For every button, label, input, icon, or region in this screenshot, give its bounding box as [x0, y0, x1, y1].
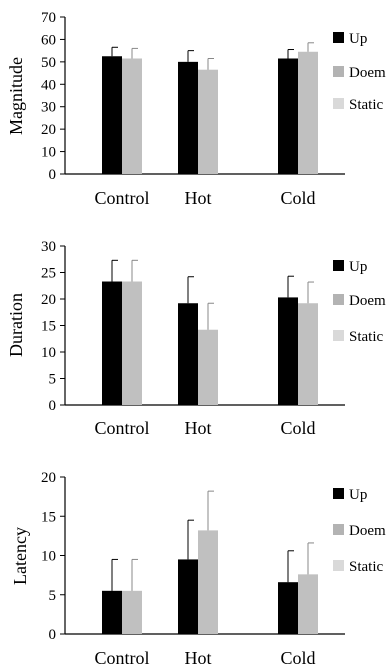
bar-up-cold	[278, 58, 298, 174]
legend-swatch-doem	[333, 524, 344, 535]
category-label: Control	[94, 648, 149, 668]
category-label: Hot	[185, 418, 212, 438]
y-tick-label: 25	[41, 266, 56, 282]
y-tick-label: 20	[41, 470, 56, 486]
y-tick-label: 5	[49, 588, 57, 604]
y-tick-label: 0	[49, 398, 57, 414]
y-tick-label: 10	[41, 549, 56, 565]
bar-up-control	[102, 590, 122, 634]
bar-doem-control	[122, 58, 142, 174]
legend-label-doem: Doem	[349, 65, 386, 81]
category-label: Cold	[280, 188, 315, 208]
y-tick-label: 5	[49, 372, 57, 388]
y-tick-label: 50	[41, 55, 56, 71]
y-tick-label: 20	[41, 292, 56, 308]
category-label: Control	[94, 188, 149, 208]
legend-label-doem: Doem	[349, 523, 386, 539]
y-tick-label: 30	[41, 100, 56, 116]
category-label: Hot	[185, 188, 212, 208]
chart-panel-1: 0 10 20 30 40 50 60 70 Magnitude Control Hot Cold Up…	[6, 10, 386, 208]
chart-panel-2: 0 5 10 15 20 25 30 Duration Control Hot Cold Up Doem…	[6, 239, 386, 438]
y-tick-label: 10	[41, 345, 56, 361]
bar-doem-hot	[198, 69, 218, 174]
y-tick-label: 40	[41, 77, 56, 93]
bar-up-hot	[178, 303, 198, 405]
legend-swatch-doem	[333, 66, 344, 77]
bar-up-control	[102, 281, 122, 405]
legend-swatch-static	[333, 330, 344, 341]
y-tick-label: 0	[49, 167, 57, 183]
bar-doem-hot	[198, 329, 218, 405]
bar-up-cold	[278, 297, 298, 405]
legend-label-up: Up	[349, 259, 367, 275]
bar-doem-hot	[198, 530, 218, 634]
bar-doem-cold	[298, 574, 318, 634]
legend-label-up: Up	[349, 31, 367, 47]
bar-up-cold	[278, 582, 298, 634]
category-label: Cold	[280, 648, 315, 668]
bar-doem-cold	[298, 51, 318, 175]
y-tick-label: 30	[41, 239, 56, 255]
legend-label-up: Up	[349, 487, 367, 503]
bar-up-hot	[178, 559, 198, 634]
legend-label-static: Static	[349, 329, 384, 345]
y-tick-label: 0	[49, 627, 57, 643]
y-tick-label: 10	[41, 145, 56, 161]
legend-label-static: Static	[349, 559, 384, 575]
y-tick-label: 70	[41, 10, 56, 26]
legend-swatch-static	[333, 560, 344, 571]
category-label: Hot	[185, 648, 212, 668]
legend-swatch-up	[333, 488, 344, 499]
legend-swatch-up	[333, 260, 344, 271]
y-tick-label: 60	[41, 32, 56, 48]
y-tick-label: 15	[41, 509, 56, 525]
legend-label-doem: Doem	[349, 293, 386, 309]
y-tick-label: 15	[41, 319, 56, 335]
chart-panel-3: 0 5 10 15 20 Latency Control Hot Cold Up Doem Stati…	[10, 470, 386, 668]
bar-doem-cold	[298, 303, 318, 405]
legend-swatch-static	[333, 98, 344, 109]
y-axis-label: Magnitude	[6, 57, 26, 135]
bar-doem-control	[122, 590, 142, 634]
legend-swatch-up	[333, 32, 344, 43]
legend-swatch-doem	[333, 294, 344, 305]
y-tick-label: 20	[41, 122, 56, 138]
bar-doem-control	[122, 281, 142, 405]
bar-up-hot	[178, 61, 198, 174]
category-label: Control	[94, 418, 149, 438]
y-axis-label: Duration	[6, 293, 26, 357]
category-label: Cold	[280, 418, 315, 438]
y-axis-label: Latency	[10, 527, 30, 585]
legend-label-static: Static	[349, 97, 384, 113]
bar-up-control	[102, 56, 122, 174]
